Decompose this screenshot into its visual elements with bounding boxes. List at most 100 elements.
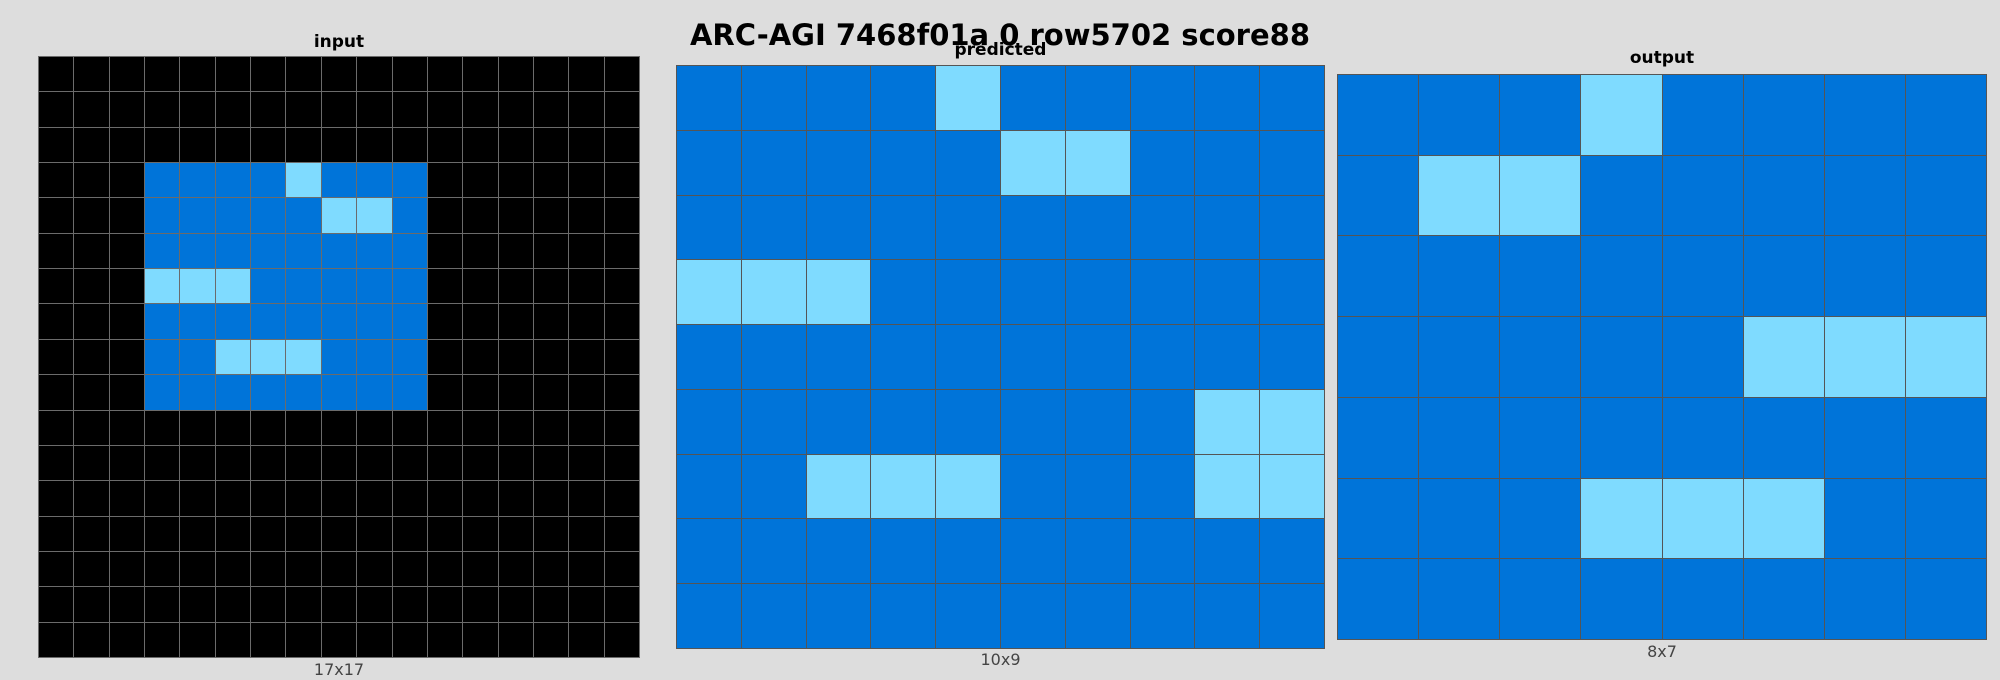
predicted-cell xyxy=(677,260,741,325)
input-cell xyxy=(286,163,321,198)
predicted-cell xyxy=(1000,260,1065,325)
output-cell xyxy=(1419,397,1500,478)
input-cell xyxy=(427,127,463,163)
input-cell xyxy=(463,304,498,339)
input-cell xyxy=(39,445,74,481)
output-cell xyxy=(1662,75,1743,155)
input-cell xyxy=(392,587,427,622)
input-cell xyxy=(463,375,498,410)
predicted-cell xyxy=(1195,325,1260,389)
input-cell xyxy=(145,92,180,127)
predicted-cell xyxy=(871,195,936,260)
input-cell xyxy=(533,516,569,551)
input-cell xyxy=(286,551,321,587)
input-grid xyxy=(38,56,640,658)
input-cell xyxy=(463,339,498,375)
input-cell xyxy=(286,127,321,163)
input-cell xyxy=(604,198,639,233)
predicted-cell xyxy=(677,195,741,260)
figure-title: ARC-AGI 7468f01a 0 row5702 score88 xyxy=(689,18,1311,52)
input-cell xyxy=(215,410,251,445)
input-cell xyxy=(569,587,604,622)
input-cell xyxy=(109,481,145,516)
predicted-cell xyxy=(806,130,871,195)
predicted-cell xyxy=(806,389,871,454)
input-cell xyxy=(74,233,109,269)
input-cell xyxy=(74,622,109,657)
predicted-cell xyxy=(871,454,936,519)
input-cell xyxy=(180,551,215,587)
input-cell xyxy=(74,304,109,339)
predicted-cell xyxy=(1195,66,1260,130)
predicted-cell xyxy=(741,130,806,195)
input-cell xyxy=(569,516,604,551)
input-cell xyxy=(215,445,251,481)
input-cell xyxy=(251,551,286,587)
input-cell xyxy=(392,339,427,375)
input-cell xyxy=(604,516,639,551)
input-cell xyxy=(463,127,498,163)
input-cell xyxy=(180,481,215,516)
input-cell xyxy=(357,375,392,410)
input-cell xyxy=(39,410,74,445)
input-cell xyxy=(215,92,251,127)
output-grid xyxy=(1337,74,1987,640)
input-cell xyxy=(569,304,604,339)
output-dims: 8x7 xyxy=(1647,642,1677,661)
input-cell xyxy=(145,198,180,233)
input-cell xyxy=(321,304,357,339)
output-cell xyxy=(1743,236,1824,317)
input-cell xyxy=(604,57,639,92)
input-cell xyxy=(604,233,639,269)
predicted-cell xyxy=(677,519,741,584)
input-cell xyxy=(392,622,427,657)
input-cell xyxy=(180,445,215,481)
input-cell xyxy=(180,587,215,622)
input-cell xyxy=(321,375,357,410)
input-cell xyxy=(215,481,251,516)
input-cell xyxy=(463,198,498,233)
input-cell xyxy=(286,57,321,92)
input-cell xyxy=(215,57,251,92)
input-cell xyxy=(251,445,286,481)
input-cell xyxy=(180,410,215,445)
output-cell xyxy=(1500,478,1581,559)
predicted-cell xyxy=(871,325,936,389)
input-cell xyxy=(251,481,286,516)
input-cell xyxy=(357,163,392,198)
predicted-cell xyxy=(1130,584,1195,648)
predicted-cell xyxy=(677,66,741,130)
input-cell xyxy=(463,57,498,92)
input-cell xyxy=(463,410,498,445)
predicted-cell xyxy=(806,260,871,325)
output-cell xyxy=(1824,397,1905,478)
input-cell xyxy=(145,57,180,92)
input-cell xyxy=(357,339,392,375)
input-cell xyxy=(604,127,639,163)
input-cell xyxy=(427,375,463,410)
input-cell xyxy=(109,375,145,410)
input-cell xyxy=(321,410,357,445)
input-cell xyxy=(569,127,604,163)
output-cell xyxy=(1905,75,1986,155)
input-cell xyxy=(463,163,498,198)
input-cell xyxy=(321,622,357,657)
input-cell xyxy=(463,516,498,551)
input-cell xyxy=(392,551,427,587)
input-cell xyxy=(286,445,321,481)
input-cell xyxy=(145,163,180,198)
input-cell xyxy=(463,551,498,587)
input-cell xyxy=(109,92,145,127)
output-cell xyxy=(1905,478,1986,559)
input-cell xyxy=(109,339,145,375)
output-cell xyxy=(1419,75,1500,155)
input-cell xyxy=(286,233,321,269)
output-cell xyxy=(1500,559,1581,639)
output-cell xyxy=(1662,397,1743,478)
input-cell xyxy=(39,163,74,198)
predicted-grid xyxy=(676,65,1325,649)
input-cell xyxy=(533,57,569,92)
input-cell xyxy=(357,445,392,481)
input-cell xyxy=(180,198,215,233)
predicted-cell xyxy=(936,130,1000,195)
